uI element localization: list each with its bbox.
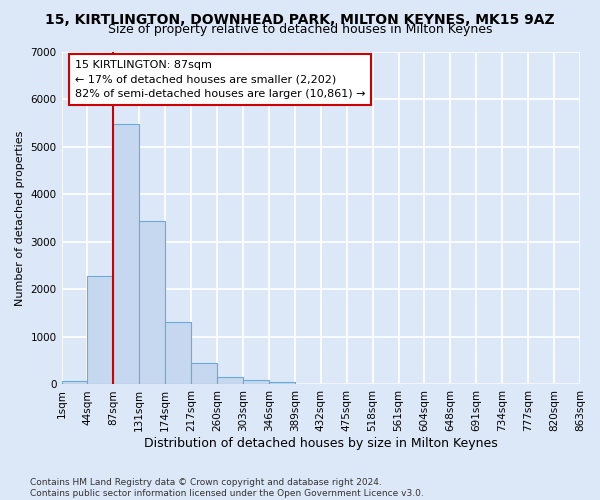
Bar: [243, 380, 269, 384]
Text: Contains HM Land Registry data © Crown copyright and database right 2024.
Contai: Contains HM Land Registry data © Crown c…: [30, 478, 424, 498]
X-axis label: Distribution of detached houses by size in Milton Keynes: Distribution of detached houses by size …: [144, 437, 497, 450]
Text: Size of property relative to detached houses in Milton Keynes: Size of property relative to detached ho…: [108, 22, 492, 36]
Bar: [191, 362, 217, 384]
Bar: [88, 276, 113, 384]
Bar: [269, 382, 295, 384]
Bar: [217, 377, 243, 384]
Y-axis label: Number of detached properties: Number of detached properties: [15, 130, 25, 306]
Bar: [62, 380, 88, 384]
Text: 15, KIRTLINGTON, DOWNHEAD PARK, MILTON KEYNES, MK15 9AZ: 15, KIRTLINGTON, DOWNHEAD PARK, MILTON K…: [45, 12, 555, 26]
Text: 15 KIRTLINGTON: 87sqm
← 17% of detached houses are smaller (2,202)
82% of semi-d: 15 KIRTLINGTON: 87sqm ← 17% of detached …: [74, 60, 365, 100]
Bar: [113, 124, 139, 384]
Bar: [165, 322, 191, 384]
Bar: [139, 221, 165, 384]
